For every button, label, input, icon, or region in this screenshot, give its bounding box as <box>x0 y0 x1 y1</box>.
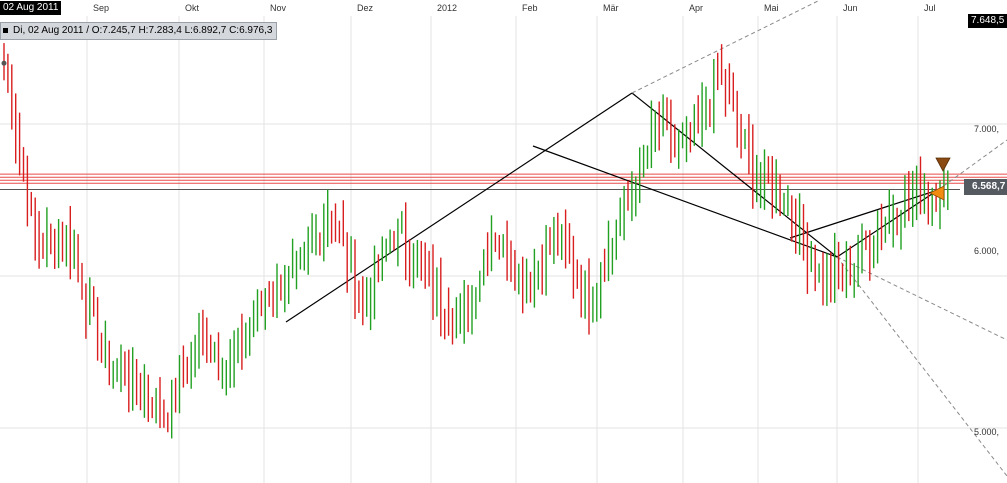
y-axis-label: 7.000, <box>974 124 1000 134</box>
x-axis-label: Dez <box>357 3 374 13</box>
ohlc-info-box: Di, 02 Aug 2011 / O:7.245,7 H:7.283,4 L:… <box>0 22 278 40</box>
projection-line <box>836 256 1007 341</box>
x-axis-label: Jul <box>924 3 936 13</box>
x-axis-label: Mär <box>603 3 619 13</box>
crosshair-point <box>1 60 7 66</box>
x-axis-label: Nov <box>270 3 287 13</box>
ohlc-bars <box>1 43 949 439</box>
x-axis-label: Jun <box>843 3 858 13</box>
trend-line <box>532 145 838 258</box>
x-axis-label: Mai <box>764 3 779 13</box>
x-axis-label: Okt <box>185 3 200 13</box>
resistance-lines <box>0 173 1007 191</box>
x-axis-label: Sep <box>93 3 110 13</box>
y-axis-label: 5.000, <box>974 427 1000 437</box>
x-axis-label: Apr <box>689 3 704 13</box>
y-axis-label: 6.000, <box>974 246 1000 256</box>
trend-line <box>836 189 939 258</box>
down-arrow-icon <box>935 157 951 172</box>
trend-line <box>285 92 633 323</box>
projection-line <box>836 256 1007 477</box>
date-badge: 02 Aug 2011 <box>0 1 62 15</box>
left-arrow-icon <box>929 185 945 201</box>
projection-line <box>937 139 1007 191</box>
signal-markers <box>929 157 951 201</box>
x-axis-label: 2012 <box>437 3 458 13</box>
top-price-badge: 7.648,5 <box>968 14 1007 28</box>
trend-line <box>789 189 939 239</box>
x-axis-label: Feb <box>522 3 538 13</box>
last-price-badge: 6.568,7 <box>964 179 1007 195</box>
